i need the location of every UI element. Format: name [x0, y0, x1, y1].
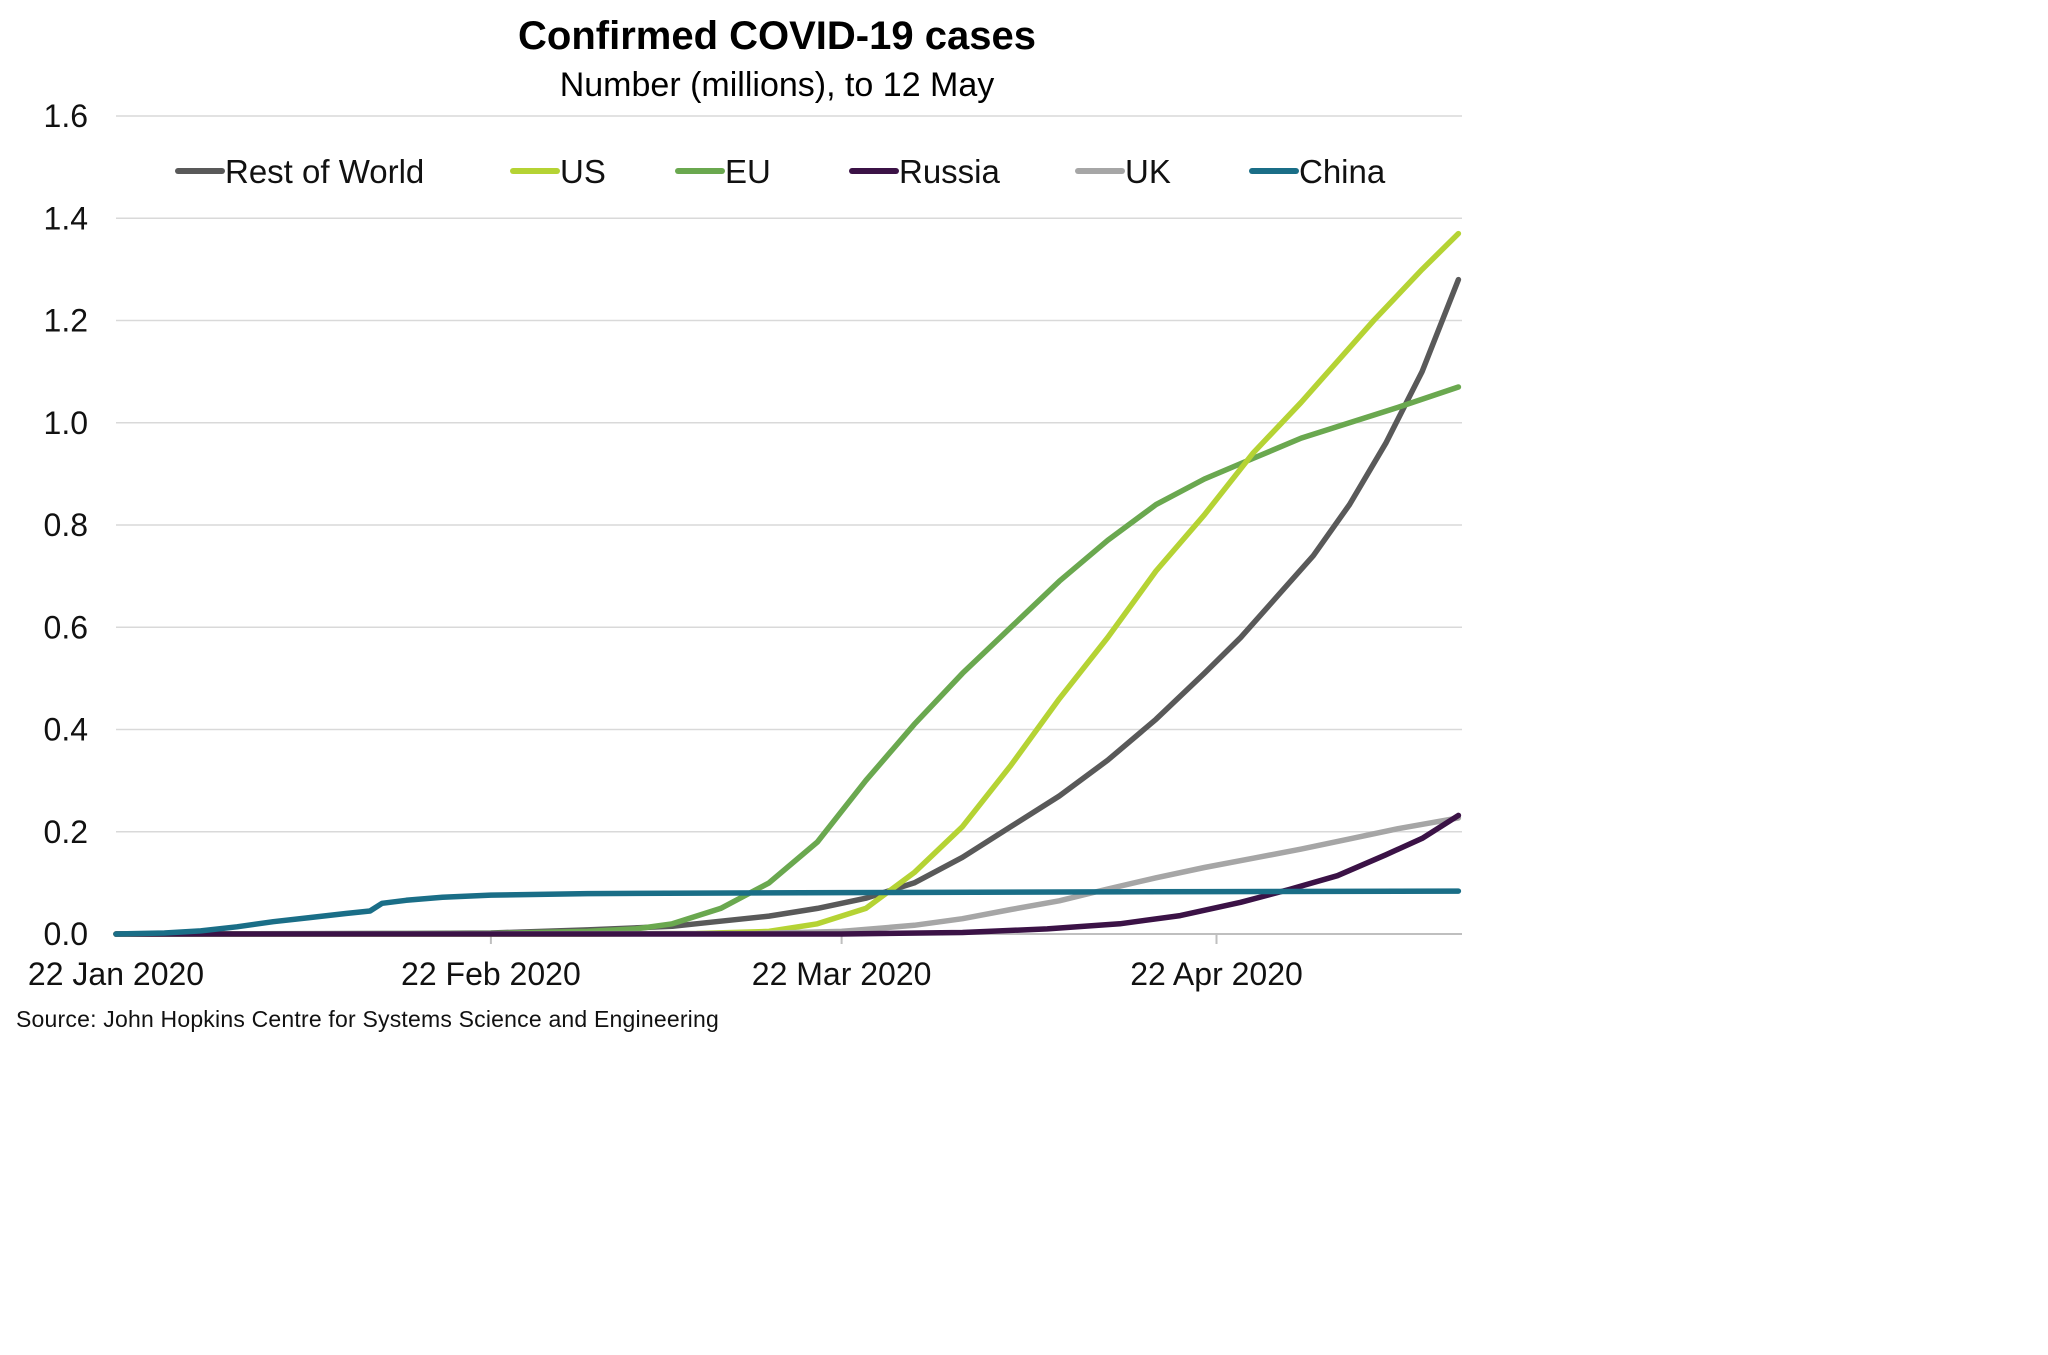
x-tick-label: 22 Jan 2020 [28, 956, 204, 992]
series-line-eu [113, 384, 1462, 937]
y-tick-label: 0.6 [44, 609, 88, 645]
x-tick-label: 22 Apr 2020 [1130, 956, 1303, 992]
x-axis-tick-labels: 22 Jan 2020 22 Feb 2020 22 Mar 2020 22 Apr … [28, 934, 1303, 992]
x-tick-label: 22 Feb 2020 [401, 956, 581, 992]
legend: Rest of World US EU Russia UK China [175, 153, 1386, 190]
y-tick-label: 1.2 [44, 303, 88, 339]
legend-label-rest-of-world: Rest of World [225, 153, 424, 190]
y-tick-label: 1.0 [44, 405, 88, 441]
legend-label-us: US [560, 153, 606, 190]
legend-label-uk: UK [1125, 153, 1171, 190]
y-tick-label: 1.4 [44, 200, 88, 236]
series-line-russia [113, 812, 1462, 937]
y-axis-tick-labels: 0.0 0.2 0.4 0.6 0.8 1.0 1.2 1.4 1.6 [44, 98, 88, 952]
legend-label-eu: EU [725, 153, 771, 190]
x-tick-label: 22 Mar 2020 [752, 956, 932, 992]
chart-title: Confirmed COVID-19 cases [518, 14, 1036, 58]
chart-subtitle: Number (millions), to 12 May [559, 66, 995, 104]
y-tick-label: 0.8 [44, 507, 88, 543]
legend-label-russia: Russia [899, 153, 1001, 190]
series-line-us [113, 230, 1462, 937]
series-lines [113, 230, 1462, 937]
source-note: Source: John Hopkins Centre for Systems … [16, 1006, 719, 1032]
legend-label-china: China [1299, 153, 1386, 190]
y-tick-label: 0.2 [44, 814, 88, 850]
y-tick-label: 1.6 [44, 98, 88, 134]
series-line-china [113, 888, 1462, 937]
y-tick-label: 0.4 [44, 712, 88, 748]
y-tick-label: 0.0 [44, 916, 88, 952]
series-line-rest-of-world [113, 276, 1462, 937]
series-line-uk [113, 815, 1462, 937]
gridlines [116, 115, 1462, 935]
